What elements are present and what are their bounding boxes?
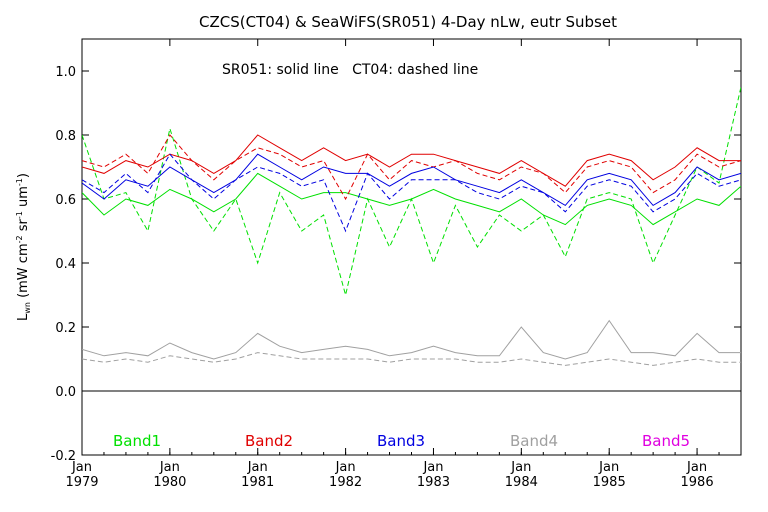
- x-tick-month-label: Jan: [598, 460, 619, 475]
- y-tick-label: 0.0: [55, 385, 76, 400]
- y-axis-ticks: -0.2 0.0 0.2 0.4 0.6 0.8 1.0: [51, 65, 741, 464]
- x-tick-month-label: Jan: [159, 460, 180, 475]
- series-band2-dashed: [82, 134, 741, 201]
- y-tick-label: 0.4: [55, 257, 76, 272]
- x-tick-year-label: 1985: [593, 475, 626, 490]
- x-tick-month-label: Jan: [422, 460, 443, 475]
- x-tick-month-label: Jan: [335, 460, 356, 475]
- y-axis-label-text: Lwn (mW cm-2 sr-1 um-1): [15, 173, 32, 321]
- plot-area: -0.20.00.20.40.60.81.0 Jan1979Jan1980Jan…: [51, 38, 742, 490]
- y-tick-label: 0.8: [55, 129, 76, 144]
- x-tick-month-label: Jan: [686, 460, 707, 475]
- x-axis-ticks: Jan1979Jan1980Jan1981Jan1982Jan1983Jan19…: [65, 39, 742, 490]
- x-tick-year-label: 1981: [241, 475, 274, 490]
- y-tick-label: 0.2: [55, 321, 76, 336]
- legend-band3: Band3: [377, 432, 425, 450]
- legend-band5: Band5: [642, 432, 690, 450]
- legend: Band1 Band2 Band3 Band4 Band5: [113, 432, 690, 450]
- series-band4-solid: [82, 319, 741, 360]
- x-tick-year-label: 1986: [681, 475, 714, 490]
- series-band3-dashed: [82, 153, 741, 233]
- x-tick-year-label: 1982: [329, 475, 362, 490]
- series-layer: [82, 86, 741, 366]
- chart-title: CZCS(CT04) & SeaWiFS(SR051) 4-Day nLw, e…: [199, 13, 617, 31]
- series-band4-dashed: [82, 352, 741, 366]
- x-tick-year-label: 1979: [65, 475, 98, 490]
- y-tick-label: 1.0: [55, 65, 76, 80]
- legend-band4: Band4: [510, 432, 558, 450]
- x-tick-month-label: Jan: [510, 460, 531, 475]
- y-axis-label: Lwn (mW cm-2 sr-1 um-1): [15, 173, 32, 321]
- x-tick-year-label: 1980: [153, 475, 186, 490]
- line-style-annotation: SR051: solid line CT04: dashed line: [222, 62, 478, 78]
- legend-band2: Band2: [245, 432, 293, 450]
- series-band1-dashed: [82, 86, 741, 296]
- x-tick-year-label: 1984: [505, 475, 538, 490]
- legend-band1: Band1: [113, 432, 161, 450]
- x-tick-year-label: 1983: [417, 475, 450, 490]
- y-tick-label: 0.6: [55, 193, 76, 208]
- plot-frame: [81, 38, 742, 456]
- y-tick-label: -0.2: [51, 449, 76, 464]
- x-tick-month-label: Jan: [71, 460, 92, 475]
- x-tick-month-label: Jan: [247, 460, 268, 475]
